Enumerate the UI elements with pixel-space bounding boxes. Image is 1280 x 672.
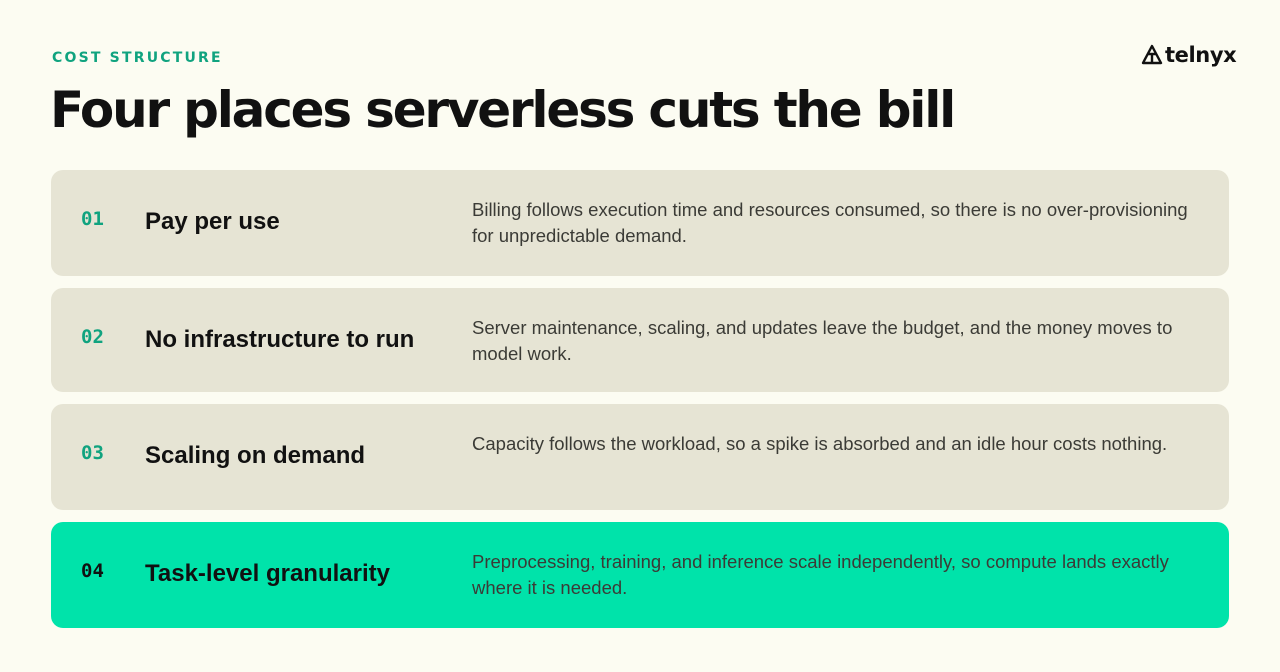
item-number: 03 — [81, 442, 104, 464]
list-item-no-infrastructure: 02 No infrastructure to run Server maint… — [51, 288, 1229, 392]
list-item-scaling-on-demand: 03 Scaling on demand Capacity follows th… — [51, 404, 1229, 510]
logo-wordmark: telnyx — [1165, 42, 1237, 67]
item-title: Task-level granularity — [145, 560, 390, 587]
list-item-task-level-granularity: 04 Task-level granularity Preprocessing,… — [51, 522, 1229, 628]
item-description: Capacity follows the workload, so a spik… — [472, 433, 1168, 454]
item-number: 04 — [81, 560, 104, 582]
item-description: Server maintenance, scaling, and updates… — [472, 317, 1173, 364]
item-title: No infrastructure to run — [145, 326, 415, 353]
item-number: 01 — [81, 208, 104, 230]
item-description: Preprocessing, training, and inference s… — [472, 551, 1169, 598]
item-description: Billing follows execution time and resou… — [472, 199, 1188, 246]
item-title: Pay per use — [145, 208, 280, 235]
telnyx-logo-icon — [1141, 44, 1163, 65]
item-number: 02 — [81, 326, 104, 348]
list-item-pay-per-use: 01 Pay per use Billing follows execution… — [51, 170, 1229, 276]
section-eyebrow: COST STRUCTURE — [52, 50, 223, 66]
item-title: Scaling on demand — [145, 442, 366, 469]
cost-list: 01 Pay per use Billing follows execution… — [51, 170, 1229, 640]
page-title: Four places serverless cuts the bill — [50, 81, 956, 139]
brand-logo: telnyx — [1141, 42, 1237, 67]
